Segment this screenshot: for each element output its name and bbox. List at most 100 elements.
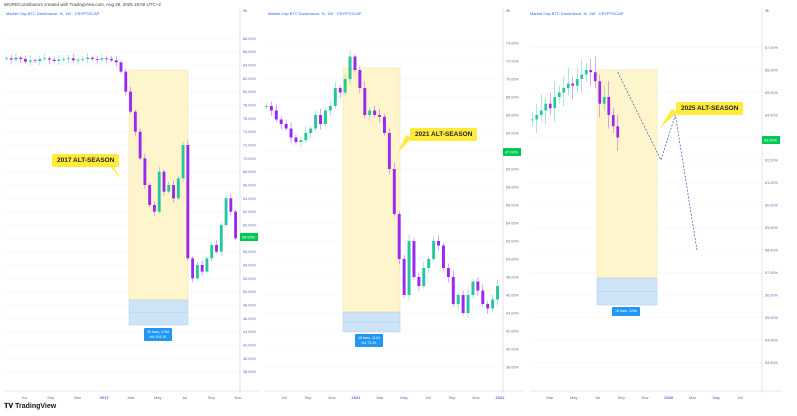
candle-body [323, 110, 327, 124]
y-tick-label: 55.00% [765, 316, 779, 320]
y-tick-label: 74.00% [243, 130, 257, 134]
candle-body [309, 128, 313, 133]
candle-body [557, 92, 561, 97]
candle-body [176, 178, 180, 199]
candle-body [95, 59, 99, 60]
candle-body [566, 83, 570, 88]
candle-body [264, 106, 268, 107]
candle-body [274, 110, 278, 120]
candle-body [9, 58, 13, 60]
candle-body [124, 71, 128, 92]
candle-body [4, 58, 8, 60]
y-tick-label: 56.00% [243, 250, 257, 254]
y-tick-label: 54.00% [243, 264, 257, 268]
x-tick-label: Sep [448, 395, 456, 400]
y-tick-label: 61.00% [765, 181, 779, 185]
tradingview-logo: 𝐓𝐕 TradingView [4, 403, 56, 411]
x-tick-label: 2026 [664, 395, 674, 400]
candle-body [86, 57, 90, 59]
candle-body [378, 115, 382, 117]
candle-body [412, 241, 416, 277]
brand-name: TradingView [15, 403, 57, 410]
candle-body [562, 88, 566, 93]
alt-season-highlight [596, 69, 658, 279]
candle-body [110, 59, 113, 61]
candle-body [157, 171, 161, 212]
y-tick-label: 38.00% [243, 370, 257, 374]
candle-body [392, 169, 396, 214]
candle-body [571, 83, 575, 86]
candle-body [471, 281, 475, 295]
y-tick-label: 53.00% [765, 361, 779, 365]
y-tick-label: 48.00% [506, 276, 520, 280]
tv-icon: 𝐓𝐕 [4, 403, 16, 410]
candle-body [539, 110, 543, 115]
candle-body [358, 70, 362, 88]
y-tick-label: 82.00% [243, 77, 257, 81]
current-price-text: 47.00% [505, 151, 519, 155]
x-tick-label: Jul [182, 395, 187, 400]
candle-body [71, 58, 75, 61]
candle-body [427, 259, 431, 268]
y-tick-label: 58.00% [765, 249, 779, 253]
y-tick-label: 66.00% [765, 69, 779, 73]
y-tick-label: 50.00% [506, 258, 520, 262]
candle-body [105, 58, 109, 60]
x-tick-label: Nov [328, 395, 335, 400]
candle-body [461, 295, 465, 313]
x-tick-label: Nov [472, 395, 479, 400]
current-price-tag [240, 233, 258, 241]
candle-body [338, 88, 342, 93]
y-tick-label: 42.00% [243, 344, 257, 348]
y-tick-label: 65.00% [765, 91, 779, 95]
candle-body [81, 59, 85, 60]
candle-body [215, 245, 218, 252]
callout-2017: 2017 ALT-SEASON [52, 154, 120, 167]
y-tick-label: 52.00% [506, 240, 520, 244]
candle-body [47, 58, 51, 60]
y-tick-label: 62.00% [243, 210, 257, 214]
axis-unit: % [243, 8, 247, 13]
candle-body [167, 185, 171, 192]
candle-body [584, 70, 588, 75]
y-tick-label: 56.00% [765, 294, 779, 298]
candle-body [616, 126, 620, 138]
candle-body [422, 268, 426, 286]
candle-body [219, 225, 223, 252]
y-tick-label: 40.00% [243, 357, 257, 361]
candle-body [57, 59, 61, 61]
candle-body [476, 281, 480, 291]
y-tick-label: 60.00% [765, 204, 779, 208]
candle-body [100, 58, 104, 60]
candle-body [328, 106, 332, 111]
candle-body [530, 119, 534, 121]
legend-panel-3: Market Cap BTC Dominance, %, 1W · CRYPTO… [530, 11, 624, 16]
candle-body [191, 258, 195, 279]
candle-body [205, 258, 209, 272]
candle-body [284, 124, 288, 129]
candle-body [456, 295, 460, 304]
x-tick-label: Jul [737, 395, 742, 400]
candle-body [186, 145, 190, 259]
candle-body [33, 60, 37, 62]
candle-body [76, 59, 80, 61]
x-tick-label: Nov [234, 395, 241, 400]
attribution-text: WORDContributors created with TradingVie… [4, 2, 161, 7]
candle-body [607, 97, 611, 115]
y-tick-label: 40.00% [506, 348, 520, 352]
candle-body [319, 115, 323, 124]
x-tick-label: Nov [74, 395, 81, 400]
y-tick-label: 54.00% [765, 339, 779, 343]
x-tick-label: Mar [689, 395, 697, 400]
candle-body [353, 56, 357, 70]
y-tick-label: 64.00% [765, 114, 779, 118]
candle-body [417, 277, 421, 286]
y-tick-label: 88.00% [243, 37, 257, 41]
y-tick-label: 66.00% [243, 184, 257, 188]
candle-body [343, 79, 347, 93]
candle-body [152, 205, 156, 212]
candle-body [466, 295, 470, 313]
candle-body [229, 198, 233, 212]
candle-body [491, 299, 495, 309]
